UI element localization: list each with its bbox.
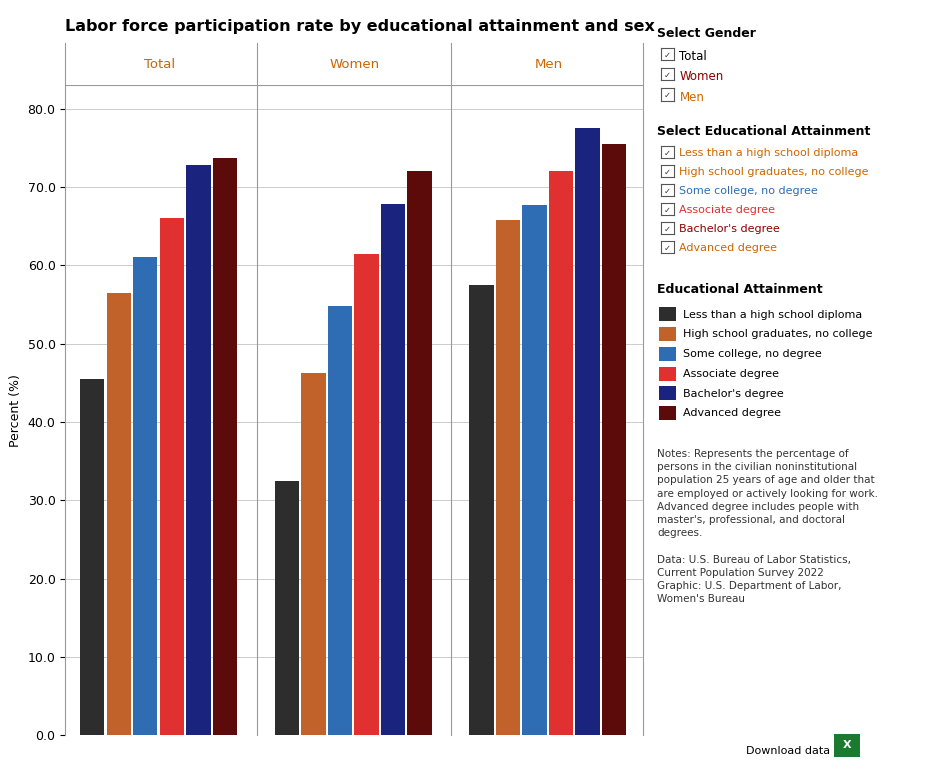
Text: Less than a high school diploma: Less than a high school diploma [683,310,862,320]
Text: Associate degree: Associate degree [679,205,775,215]
Bar [301,372,325,735]
Text: ✓: ✓ [664,225,671,234]
Text: Women: Women [329,58,379,71]
Bar [469,285,494,735]
Bar [496,220,520,735]
Bar [106,293,130,735]
Text: ✓: ✓ [664,149,671,157]
Text: Women: Women [679,70,723,84]
Bar [522,205,546,735]
Bar [549,171,573,735]
Bar [328,306,352,735]
Bar [133,258,158,735]
Bar [575,128,599,735]
Bar [275,481,299,735]
Text: Educational Attainment: Educational Attainment [657,283,823,296]
Text: Total: Total [679,50,707,63]
Bar [80,379,104,735]
Text: High school graduates, no college: High school graduates, no college [683,330,872,340]
Text: Download data: Download data [746,746,829,755]
Text: ✓: ✓ [664,71,671,80]
Bar [186,165,211,735]
Text: ✓: ✓ [664,91,671,100]
Text: Men: Men [679,91,705,104]
Bar [380,204,405,735]
Text: ✓: ✓ [664,244,671,253]
Text: ✓: ✓ [664,206,671,215]
Text: Labor force participation rate by educational attainment and sex: Labor force participation rate by educat… [65,19,655,34]
Text: High school graduates, no college: High school graduates, no college [679,167,869,177]
Bar [354,254,378,735]
Text: Associate degree: Associate degree [683,369,779,379]
Text: Total: Total [144,58,175,71]
Bar [212,158,237,735]
Text: Select Gender: Select Gender [657,27,756,40]
Text: ✓: ✓ [664,187,671,196]
Text: Some college, no degree: Some college, no degree [683,349,822,359]
Text: X: X [843,741,852,750]
Text: Bachelor's degree: Bachelor's degree [683,389,784,399]
Bar [407,171,432,735]
Text: Men: Men [535,58,563,71]
Text: ✓: ✓ [664,167,671,176]
Text: Some college, no degree: Some college, no degree [679,186,818,196]
Text: Notes: Represents the percentage of
persons in the civilian noninstitutional
pop: Notes: Represents the percentage of pers… [657,449,878,604]
Text: Bachelor's degree: Bachelor's degree [679,224,780,235]
Text: Less than a high school diploma: Less than a high school diploma [679,148,858,158]
Text: Advanced degree: Advanced degree [679,243,777,253]
Text: ✓: ✓ [664,51,671,60]
Bar [602,144,626,735]
Y-axis label: Percent (%): Percent (%) [9,374,22,447]
Bar [159,218,184,735]
Text: Advanced degree: Advanced degree [683,409,781,419]
Text: Select Educational Attainment: Select Educational Attainment [657,125,870,138]
